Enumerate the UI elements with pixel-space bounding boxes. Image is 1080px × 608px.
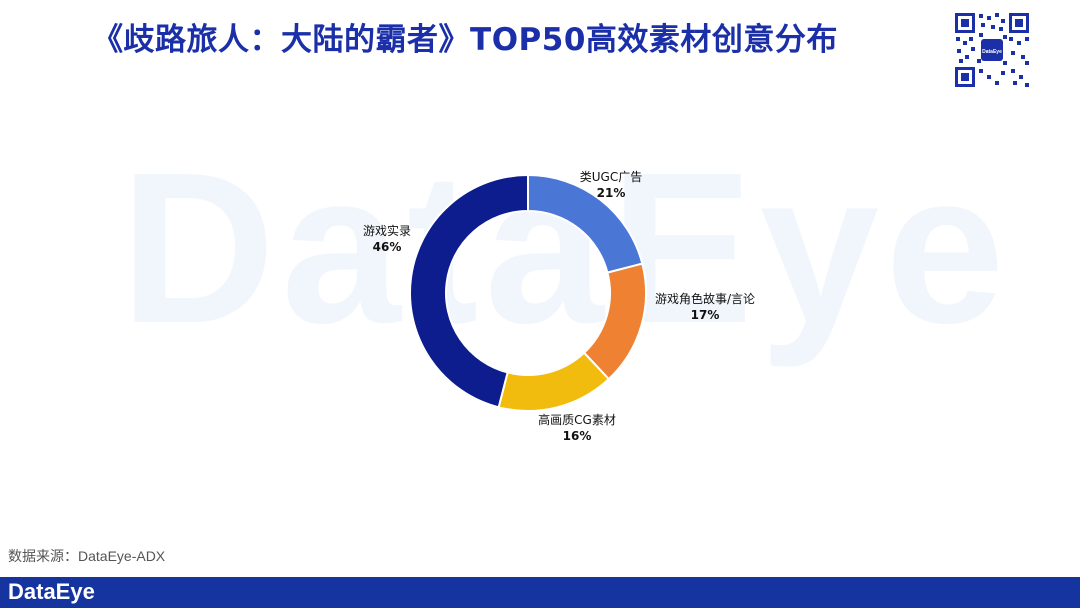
donut-slice-4: [409, 173, 529, 409]
slice-percent-label: 16%: [563, 429, 592, 443]
slice-percent-label: 21%: [597, 186, 626, 200]
slice-percent-label: 46%: [373, 240, 402, 254]
donut-labels: 类UGC广告 21% 游戏角色故事/言论 17% 高画质CG素材 16% 游戏实录 46%: [363, 170, 755, 443]
slice-category-label: 类UGC广告: [580, 170, 642, 184]
watermark-logo: DataEye: [120, 127, 1011, 368]
slice-category-label: 游戏实录: [363, 223, 411, 238]
footer-logo: DataEye: [8, 579, 95, 604]
slice-category-label: 游戏角色故事/言论: [655, 291, 755, 306]
qr-code: DataEye: [953, 11, 1031, 89]
slice-percent-label: 17%: [691, 308, 720, 322]
data-source-note: 数据来源：DataEye-ADX: [8, 548, 166, 564]
qr-logo-text: DataEye: [982, 49, 1002, 55]
footer-bar: DataEye: [0, 577, 1080, 608]
page-title: 《歧路旅人：大陆的霸者》TOP50高效素材创意分布: [92, 22, 838, 58]
donut-slice-3: [497, 351, 611, 412]
slice-category-label: 高画质CG素材: [538, 412, 616, 427]
donut-slices: [409, 173, 647, 412]
